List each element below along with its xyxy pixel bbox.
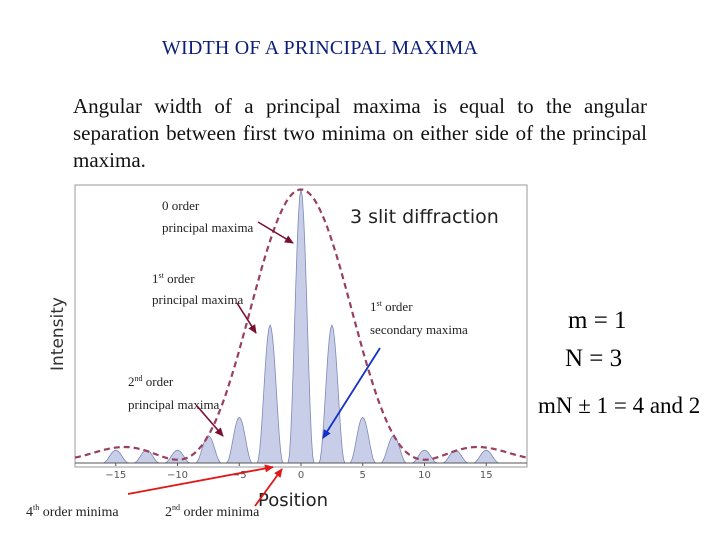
annotation-1st-secondary: 1st order secondary maxima [370,299,468,337]
annotation-3-rest: order [382,299,413,314]
annotation-2-sup: nd [135,374,143,383]
equation-N: N = 3 [565,345,622,372]
x-tick-label: 5 [360,470,366,481]
annotation-1-rest: order [164,271,195,286]
annotation-1st-principal: 1st order principal maxima [152,271,244,307]
annotation-1-sup: st [159,271,165,280]
intensity-peaks [102,189,500,464]
y-axis-label: Intensity [48,297,68,371]
intensity-peak-8 [348,416,377,464]
annotation-1-number: 1 [152,271,159,286]
slide-title: WIDTH OF A PRINCIPAL MAXIMA [161,37,479,59]
envelope-curve [74,188,528,461]
slide-body-text: Angular width of a principal maxima is e… [73,94,647,172]
label-4th-sup: th [33,503,39,512]
annotation-0-line1: 0 order [162,198,200,213]
arrow-1st-secondary [322,347,381,439]
label-4th-order-minima: 4th order minima [26,503,119,520]
label-4th-rest: order minima [39,505,119,520]
label-2nd-order-minima: 2nd order minima [165,503,260,520]
x-axis-label: Position [258,490,328,511]
equation-result: mN ± 1 = 4 and 2 [538,393,700,418]
annotation-3-number: 1 [370,299,377,314]
annotation-2-number: 2 [128,374,135,389]
intensity-peak-6 [287,189,315,464]
annotation-1-line2: principal maxima [152,292,244,307]
annotation-0-order: 0 order principal maxima [162,198,254,235]
arrow-2nd-minima [254,468,283,507]
label-4th-number: 4 [26,505,33,520]
annotation-3-line2: secondary maxima [370,322,468,337]
x-tick-label: 0 [298,470,304,481]
x-tick-label: −15 [105,470,126,481]
x-axis-ticks: −15 −10 −5 0 5 10 15 [105,463,493,481]
x-tick-label: −5 [232,470,247,481]
intensity-peak-7 [318,323,346,464]
annotation-1-line1: 1st order [152,271,195,286]
arrow-2nd-principal [196,405,224,437]
annotation-2-line2: principal maxima [128,397,220,412]
annotation-3-sup: st [377,299,383,308]
x-tick-label: 10 [418,470,431,481]
label-2nd-sup: nd [172,503,180,512]
intensity-peak-4 [226,416,254,464]
annotation-3-line1: 1st order [370,299,413,314]
chart-title: 3 slit diffraction [350,206,499,228]
arrow-0-order [257,221,294,244]
intensity-peak-3 [195,435,222,464]
label-2nd-rest: order minima [180,505,260,520]
intensity-peak-12 [473,449,500,464]
intensity-peak-0 [102,449,129,464]
annotation-2nd-principal: 2nd order principal maxima [128,374,220,412]
annotation-0-line2: principal maxima [162,220,254,235]
x-tick-label: 15 [480,470,493,481]
x-tick-label: −10 [167,470,188,481]
intensity-peak-5 [256,323,284,464]
arrow-1st-principal [236,302,257,334]
arrow-4th-minima [127,464,274,495]
equation-m: m = 1 [568,307,627,334]
annotation-2-line1: 2nd order [128,374,174,389]
label-2nd-number: 2 [165,505,172,520]
annotation-2-rest: order [143,374,174,389]
